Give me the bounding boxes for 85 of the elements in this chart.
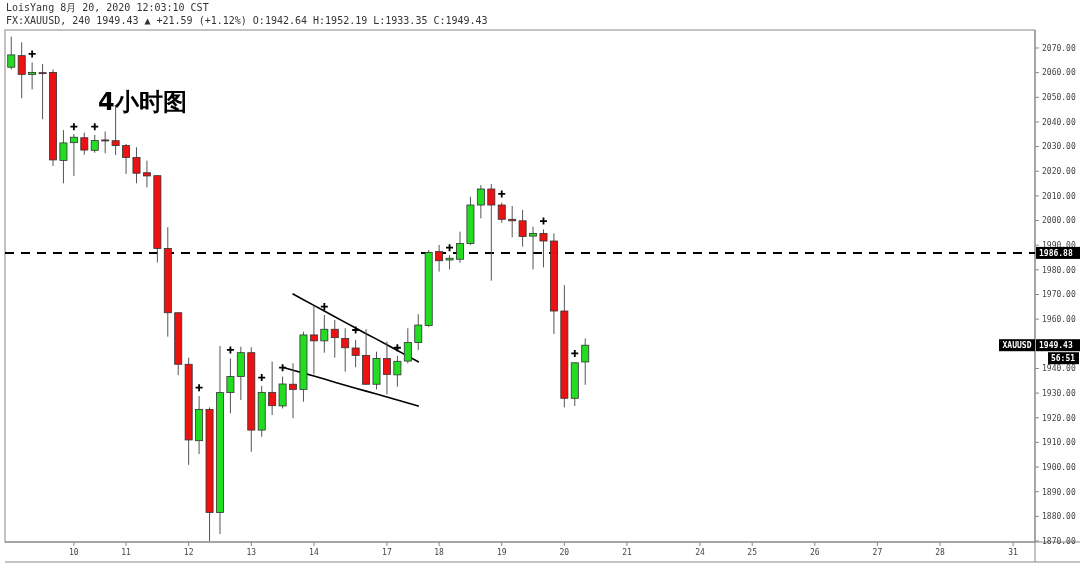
x-tick-label: 24 (695, 548, 706, 557)
x-tick-label: 20 (559, 548, 570, 557)
candlestick (508, 205, 517, 238)
candlestick (518, 209, 527, 248)
point (90, 122, 100, 132)
y-tick-label: 1970.00 (1042, 290, 1076, 300)
y-tick-label: 2070.00 (1042, 43, 1076, 53)
y-tick-label: 2000.00 (1042, 216, 1076, 226)
y-tick-label: 2060.00 (1042, 68, 1076, 78)
annotation: XAUUSD (1002, 341, 1032, 351)
candlestick (132, 146, 141, 184)
candlestick (309, 305, 318, 375)
candlestick (69, 133, 78, 177)
y-tick-label: 1870.00 (1042, 536, 1076, 546)
x-tick-label: 17 (382, 548, 392, 557)
y-tick-label: 2050.00 (1042, 93, 1076, 103)
y-tick-label: 1910.00 (1042, 438, 1076, 448)
y-tick-label: 2010.00 (1042, 191, 1076, 201)
y-tick-label: 1930.00 (1042, 388, 1076, 398)
x-tick-label: 26 (809, 548, 820, 557)
x-tick-label: 12 (183, 548, 194, 557)
candlestick (330, 319, 339, 359)
candlestick (38, 63, 47, 120)
annotation: 4小时图 (98, 88, 187, 116)
ref-line-label: 1986.88 (1039, 248, 1073, 258)
candlestick (268, 361, 277, 416)
x-tick-label: 31 (1008, 548, 1019, 557)
candlestick (80, 132, 89, 156)
x-tick-label: 11 (121, 548, 132, 557)
y-tick-label: 1980.00 (1042, 265, 1076, 275)
x-tick-label: 28 (935, 548, 946, 557)
candlestick (341, 327, 350, 373)
text: 56:51 (1050, 354, 1076, 364)
candlestick (289, 362, 297, 419)
candlestick (351, 339, 360, 368)
point (69, 122, 79, 132)
point (27, 49, 37, 59)
x-tick-label: 27 (872, 548, 883, 557)
y-tick-label: 1880.00 (1042, 512, 1076, 522)
candlestick (383, 341, 391, 395)
candlestick (28, 61, 37, 90)
chart-subtitle: LoisYang 8月 20, 2020 12:03:10 CST (6, 2, 209, 13)
x-tick-label: 21 (622, 548, 632, 557)
y-tick-label: 2030.00 (1042, 142, 1076, 152)
candlestick (393, 355, 402, 388)
candlestick (236, 346, 245, 401)
text: 1949.43 (1039, 341, 1073, 351)
y-tick-label: 1900.00 (1042, 462, 1076, 472)
candlestick (487, 183, 496, 282)
candlestick (122, 143, 130, 175)
candlestick (7, 36, 16, 70)
point (351, 325, 361, 335)
candlestick (435, 244, 444, 273)
candlestick (226, 357, 235, 414)
candlestick (476, 184, 485, 219)
candlestick (497, 202, 506, 224)
point (392, 343, 402, 353)
line-series (292, 293, 420, 363)
x-tick-label: 13 (246, 548, 257, 557)
candlestick (59, 129, 68, 184)
candlestick (414, 313, 423, 351)
candlestick (101, 131, 110, 154)
chart-title: FX:XAUUSD, 240 1949.43 ▲ +21.59 (+1.12%) O:1942.64 H:1952.19 L:1933.35 C:1949.43 (6, 15, 488, 26)
candlestick (456, 231, 464, 264)
y-tick-label: 2040.00 (1042, 117, 1076, 127)
y-tick-label: 2020.00 (1042, 167, 1076, 177)
candlestick (17, 41, 26, 99)
x-tick-label: 18 (434, 548, 445, 557)
y-tick-label: 1960.00 (1042, 314, 1076, 324)
candlestick (529, 226, 537, 270)
candlestick (142, 160, 151, 188)
candlestick (320, 314, 329, 354)
candlestick (278, 376, 287, 409)
point (194, 383, 204, 393)
x-tick-label: 14 (309, 548, 319, 557)
x-tick-label: 25 (747, 548, 758, 557)
y-tick-label: 1890.00 (1042, 487, 1076, 497)
candlestick (581, 337, 590, 386)
x-tick-label: 19 (496, 548, 507, 557)
point (497, 189, 507, 199)
candlestick (539, 228, 548, 268)
x-tick-label: 10 (69, 548, 79, 557)
y-tick-label: 1940.00 (1042, 364, 1076, 374)
y-tick-label: 1920.00 (1042, 413, 1076, 423)
candlestick (403, 327, 412, 364)
